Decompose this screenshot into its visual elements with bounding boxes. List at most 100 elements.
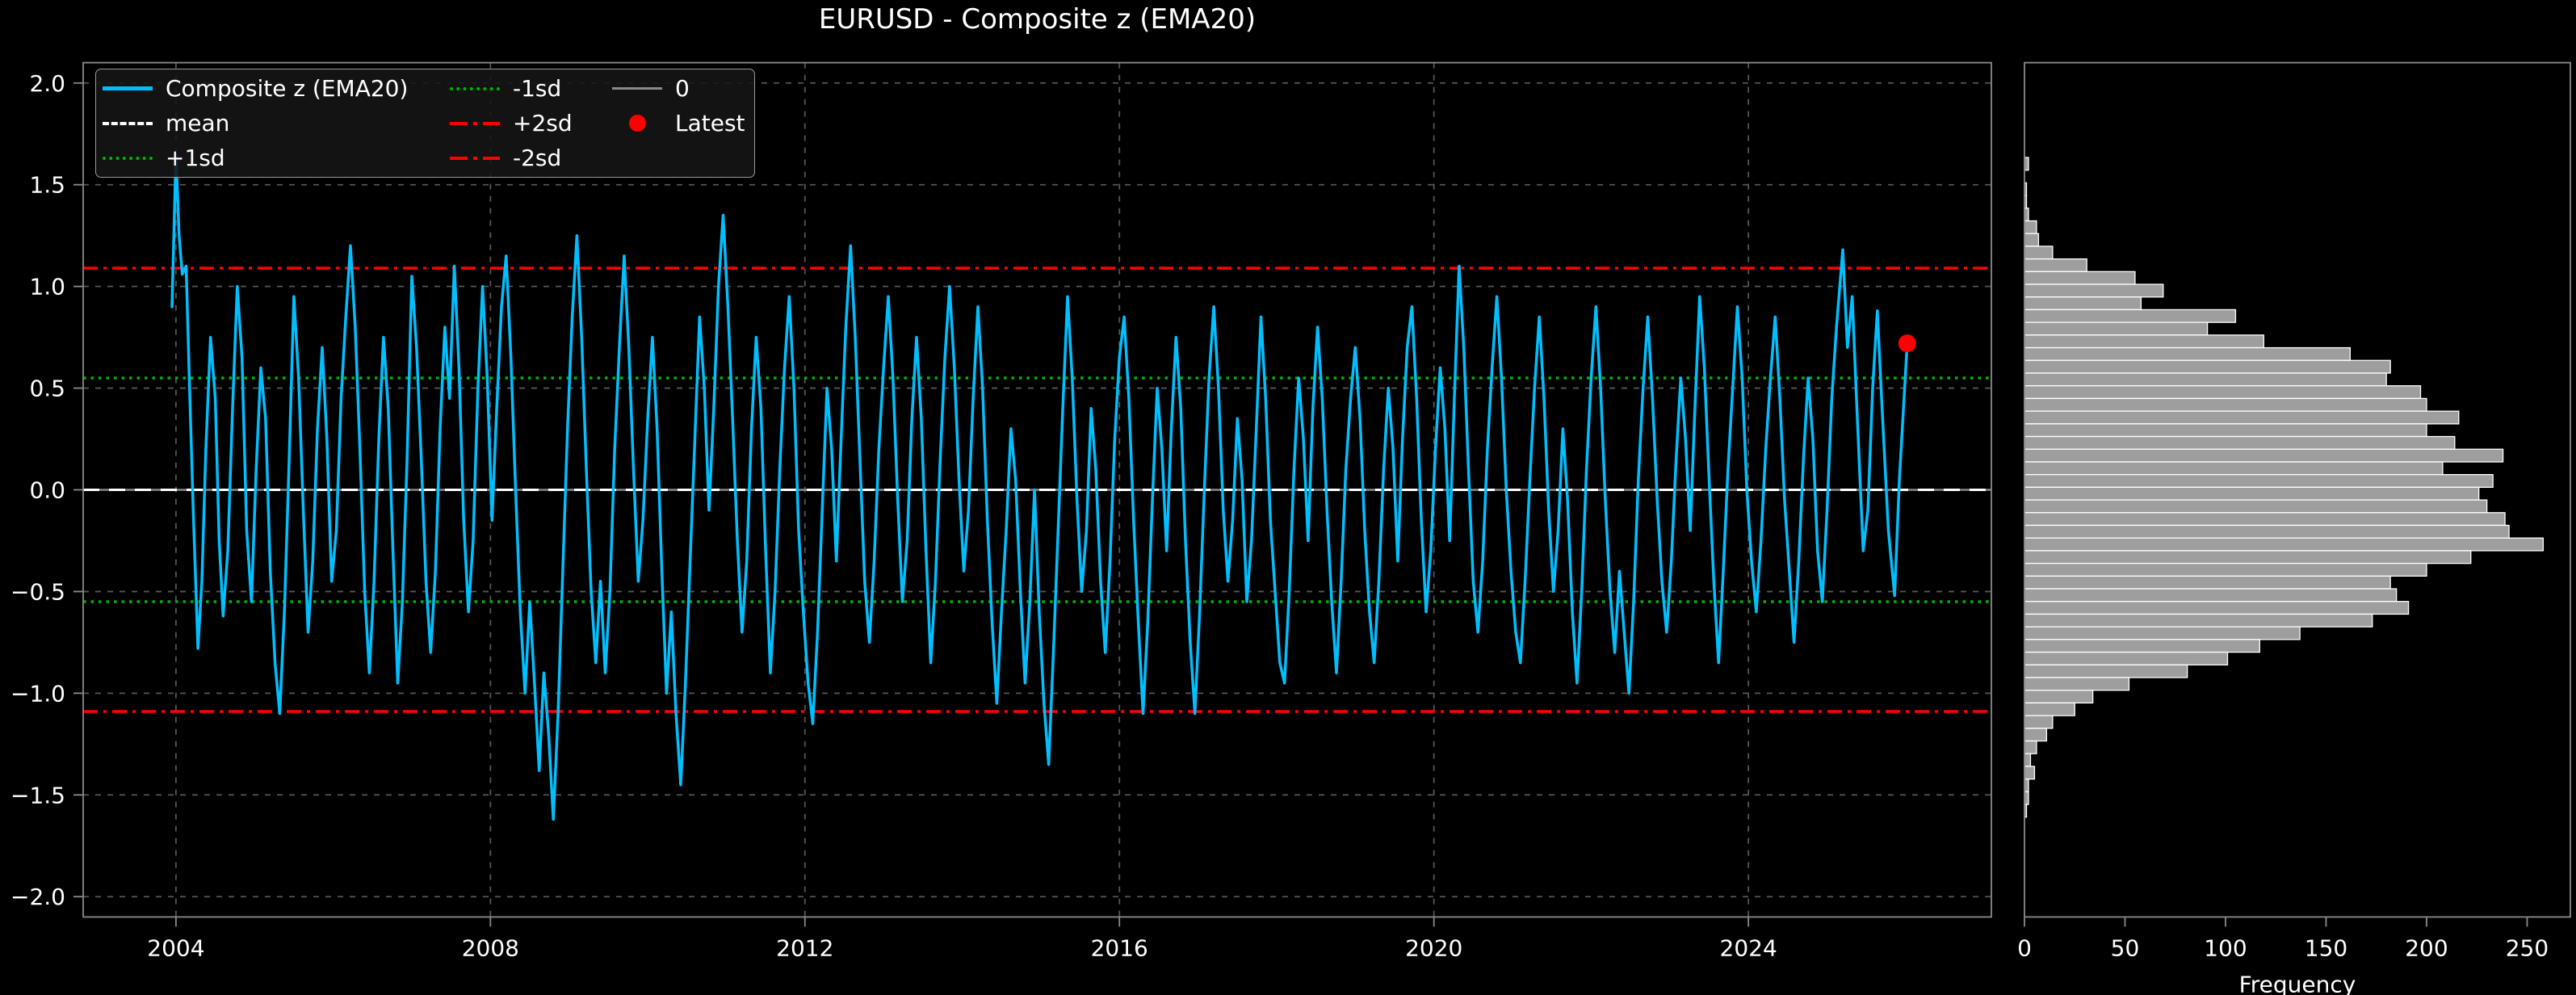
histogram-bar <box>2024 613 2373 628</box>
frequency-tick-label: 150 <box>2305 934 2347 961</box>
histogram-bar <box>2024 639 2260 653</box>
legend-item-label: -1sd <box>513 75 562 102</box>
histogram-bar <box>2024 321 2209 336</box>
x-tick-label: 2012 <box>776 934 833 961</box>
histogram-bar <box>2024 220 2037 234</box>
x-tick-label: 2024 <box>1720 934 1777 961</box>
frequency-tick-label: 0 <box>2017 934 2032 961</box>
legend-item-minus2sd: -2sd <box>450 141 573 175</box>
histogram-bar <box>2024 651 2229 665</box>
legend-item-label: mean <box>166 110 230 136</box>
latest-marker-swatch-icon <box>612 115 662 132</box>
mean-line-swatch-icon <box>103 121 153 125</box>
legend-item-plus1sd: +1sd <box>103 141 408 175</box>
plus2sd-line-swatch-icon <box>450 121 500 125</box>
frequency-tick-label: 200 <box>2405 934 2448 961</box>
histogram-bar <box>2024 499 2488 514</box>
legend-column-2: -1sd +2sd -2sd <box>450 71 573 175</box>
y-tick-label: 2.0 <box>29 70 65 97</box>
legend-item-minus1sd: -1sd <box>450 71 573 106</box>
histogram-bar <box>2024 233 2040 247</box>
legend-item-latest: Latest <box>612 106 745 141</box>
histogram-bar <box>2024 423 2427 438</box>
histogram-bar <box>2024 766 2036 780</box>
histogram-bar <box>2024 283 2164 298</box>
y-tick-label: 1.0 <box>29 274 65 300</box>
histogram-bar <box>2024 550 2472 565</box>
x-tick-label: 2016 <box>1091 934 1148 961</box>
frequency-tick-label: 50 <box>2111 934 2140 961</box>
legend-item-plus2sd: +2sd <box>450 106 573 141</box>
frequency-tick-label: 100 <box>2204 934 2247 961</box>
legend-column-1: Composite z (EMA20) mean +1sd <box>103 71 408 175</box>
histogram-bar <box>2024 524 2510 539</box>
composite-series-line <box>170 153 1909 821</box>
y-tick-label: −1.0 <box>10 680 65 707</box>
histogram-bar <box>2024 677 2130 691</box>
frequency-tick-label: 250 <box>2506 934 2549 961</box>
histogram-bar <box>2024 664 2188 678</box>
y-tick-label: −2.0 <box>10 884 65 910</box>
latest-point <box>1898 334 1916 353</box>
legend-item-mean: mean <box>103 106 408 141</box>
histogram-bar <box>2024 690 2094 704</box>
histogram-bar <box>2024 601 2410 615</box>
legend-item-label: -2sd <box>513 145 562 171</box>
histogram-bar <box>2024 740 2037 754</box>
histogram-bar <box>2024 461 2444 476</box>
legend-item-label: 0 <box>675 75 690 102</box>
zero-line-swatch-icon <box>612 87 662 90</box>
frequency-axis-label: Frequency <box>2239 971 2356 995</box>
y-tick-label: −0.5 <box>10 578 65 605</box>
minus1sd-line-swatch-icon <box>450 86 500 90</box>
legend-column-3: 0 Latest <box>612 71 745 141</box>
legend-item-zero: 0 <box>612 71 745 106</box>
histogram-bar <box>2024 246 2054 260</box>
histogram-bar <box>2024 435 2456 450</box>
y-tick-label: 0.0 <box>29 477 65 504</box>
histogram-bar <box>2024 473 2494 489</box>
plus1sd-line-swatch-icon <box>103 156 153 160</box>
histogram-bar <box>2024 537 2545 552</box>
histogram-bar <box>2024 715 2054 729</box>
composite-line-swatch-icon <box>103 86 153 90</box>
histogram-bar <box>2024 728 2048 742</box>
histogram-bar <box>2024 626 2301 640</box>
chart-title: EURUSD - Composite z (EMA20) <box>818 3 1257 36</box>
histogram-bar <box>2024 562 2427 577</box>
histogram-bar <box>2024 346 2352 361</box>
x-tick-label: 2004 <box>147 934 204 961</box>
legend-item-label: +1sd <box>166 145 225 171</box>
y-tick-label: 1.5 <box>29 172 65 199</box>
histogram-panel <box>2024 61 2571 918</box>
y-tick-label: −1.5 <box>10 782 65 808</box>
histogram-bar <box>2024 296 2142 311</box>
histogram-bar <box>2024 271 2136 285</box>
y-tick-label: 0.5 <box>29 376 65 402</box>
histogram-bar <box>2024 385 2422 400</box>
histogram-bar <box>2024 702 2075 716</box>
x-tick-label: 2020 <box>1405 934 1462 961</box>
legend-item-label: Composite z (EMA20) <box>166 75 409 102</box>
histogram-bar <box>2024 753 2032 767</box>
legend-item-label: +2sd <box>513 110 573 136</box>
histogram-bar <box>2024 372 2387 387</box>
histogram-bar <box>2024 309 2237 323</box>
histogram-bar <box>2024 448 2504 463</box>
minus2sd-line-swatch-icon <box>450 156 500 160</box>
histogram-bar <box>2024 486 2480 501</box>
left-chart-panel <box>82 61 1992 918</box>
histogram-bar <box>2024 397 2427 412</box>
histogram-bar <box>2024 575 2391 590</box>
legend-item-label: Latest <box>675 110 745 136</box>
histogram-bar <box>2024 512 2506 527</box>
legend-item-composite: Composite z (EMA20) <box>103 71 408 106</box>
histogram-bar <box>2024 258 2087 272</box>
histogram-bar <box>2024 359 2391 374</box>
histogram-bar <box>2024 588 2398 602</box>
x-tick-label: 2008 <box>462 934 519 961</box>
legend: Composite z (EMA20) mean +1sd -1sd +2sd <box>95 69 755 178</box>
histogram-bar <box>2024 334 2264 349</box>
